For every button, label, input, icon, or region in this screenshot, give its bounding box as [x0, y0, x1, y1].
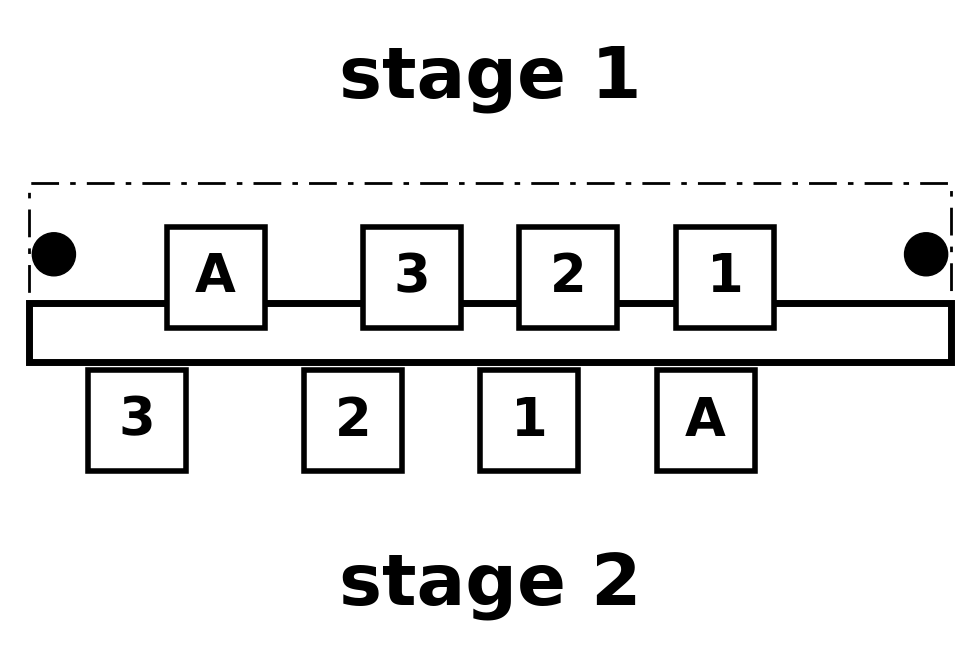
- Bar: [88, 370, 186, 471]
- Bar: [304, 370, 402, 471]
- Text: 3: 3: [393, 251, 430, 303]
- Bar: [29, 303, 951, 362]
- Bar: [480, 370, 578, 471]
- Text: A: A: [195, 251, 236, 303]
- Bar: [363, 227, 461, 328]
- Text: stage 2: stage 2: [339, 552, 641, 621]
- Bar: [519, 227, 617, 328]
- Bar: [29, 183, 951, 313]
- Ellipse shape: [905, 233, 948, 276]
- Bar: [657, 370, 755, 471]
- Text: 2: 2: [550, 251, 587, 303]
- Bar: [167, 227, 265, 328]
- Text: 1: 1: [511, 394, 548, 447]
- Text: A: A: [685, 394, 726, 447]
- Text: 3: 3: [119, 394, 156, 447]
- Text: stage 1: stage 1: [339, 44, 641, 113]
- Ellipse shape: [32, 233, 75, 276]
- Bar: [676, 227, 774, 328]
- Text: 1: 1: [707, 251, 744, 303]
- Text: 2: 2: [334, 394, 371, 447]
